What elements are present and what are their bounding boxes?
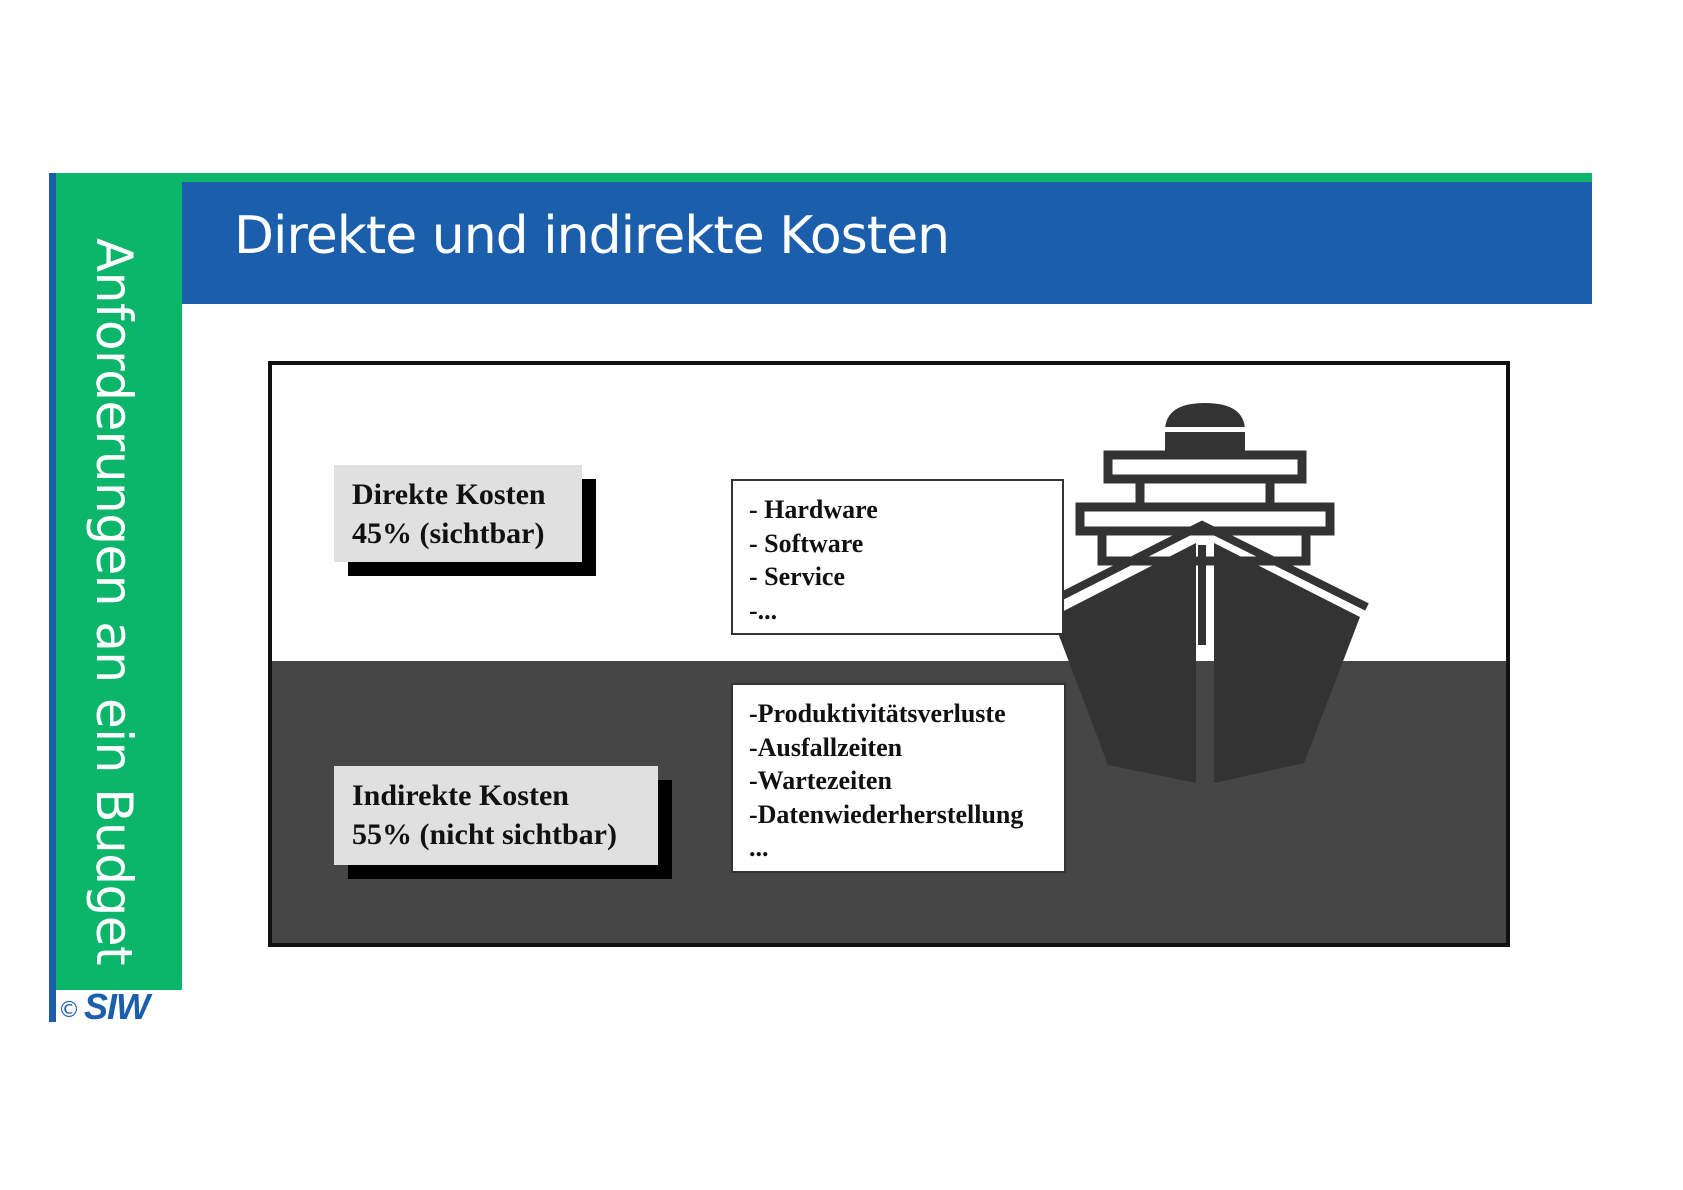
indirect-costs-list: -Produktivitätsverluste -Ausfallzeiten -…: [731, 683, 1066, 873]
direct-costs-share: 45% (sichtbar): [352, 517, 545, 550]
direct-costs-title: Direkte Kosten: [352, 478, 546, 511]
copyright-symbol: ©: [58, 998, 80, 1023]
sidebar: [49, 173, 182, 1022]
list-item: - Software: [749, 528, 864, 558]
list-item: - Service: [749, 562, 846, 591]
indirect-costs-share: 55% (nicht sichtbar): [352, 818, 617, 851]
list-item: -Produktivitätsverluste: [749, 699, 1006, 728]
page-title: Direkte und indirekte Kosten: [234, 206, 950, 266]
footer-logo: © SIW: [56, 986, 182, 1027]
list-item: -...: [749, 595, 778, 625]
list-item: - Hardware: [749, 495, 878, 524]
list-item: -Wartezeiten: [749, 766, 892, 795]
siw-logo: SIW: [84, 986, 150, 1027]
ship-icon: [1038, 403, 1369, 783]
indirect-costs-title: Indirekte Kosten: [352, 779, 569, 812]
direct-costs-list: - Hardware - Software - Service -...: [731, 479, 1064, 635]
header-bar: Direkte und indirekte Kosten: [182, 182, 1592, 304]
indirect-costs-label: Indirekte Kosten 55% (nicht sichtbar): [334, 766, 658, 865]
sidebar-title: Anforderungen an ein Budget: [85, 238, 143, 966]
list-item: -Ausfallzeiten: [749, 732, 903, 762]
list-item: -Datenwiederherstellung: [749, 799, 1024, 829]
iceberg-diagram: Direkte Kosten 45% (sichtbar) - Hardware…: [268, 361, 1510, 947]
list-item: ...: [749, 833, 769, 862]
direct-costs-label: Direkte Kosten 45% (sichtbar): [334, 465, 582, 562]
header-accent-line: [182, 173, 1592, 182]
